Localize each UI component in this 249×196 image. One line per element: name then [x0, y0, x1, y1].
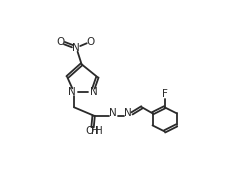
- Text: O: O: [85, 126, 93, 136]
- Text: N: N: [109, 108, 117, 118]
- Text: N: N: [72, 43, 80, 53]
- Text: H: H: [95, 126, 103, 136]
- Text: O: O: [86, 37, 95, 47]
- Text: N: N: [124, 108, 132, 118]
- Text: N: N: [68, 87, 76, 97]
- Text: N: N: [90, 87, 98, 97]
- Text: H: H: [91, 126, 99, 136]
- Text: F: F: [162, 89, 168, 99]
- Text: O: O: [56, 37, 64, 47]
